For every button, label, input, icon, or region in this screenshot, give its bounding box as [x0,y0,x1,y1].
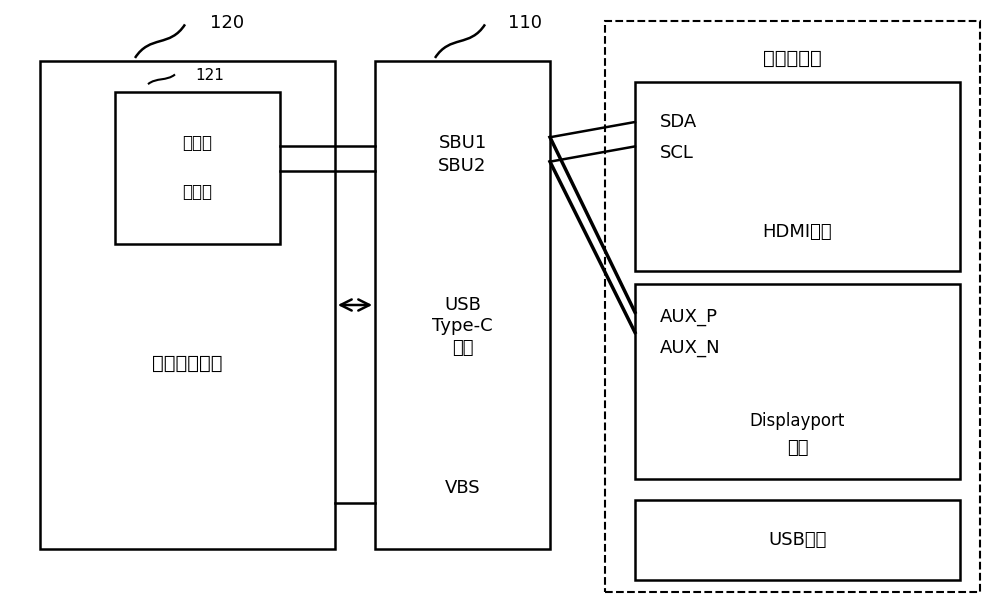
Text: 接口: 接口 [787,439,808,458]
Text: SBU2: SBU2 [438,157,487,175]
Text: 接口: 接口 [452,339,473,357]
Bar [115,92,280,244]
Bar [40,61,335,549]
Bar [605,21,980,592]
Text: USB: USB [444,296,481,314]
Text: 信号切换开关: 信号切换开关 [152,354,223,373]
Text: 121: 121 [195,68,224,83]
Bar [375,61,550,549]
Text: HDMI接口: HDMI接口 [763,223,832,241]
Text: Displayport: Displayport [750,412,845,430]
Text: 110: 110 [508,14,542,32]
Text: SDA: SDA [660,113,697,131]
Text: USB接口: USB接口 [768,531,827,549]
Text: 测装置: 测装置 [182,183,212,201]
Text: SBU1: SBU1 [438,134,487,152]
Text: 待连接设备: 待连接设备 [763,48,822,68]
Text: 电压检: 电压检 [182,134,212,152]
Text: SCL: SCL [660,143,694,162]
Text: 120: 120 [210,14,244,32]
Text: AUX_P: AUX_P [660,308,718,326]
Bar [635,500,960,580]
Text: VBS: VBS [445,479,480,497]
Bar [635,284,960,479]
Bar [635,82,960,271]
Text: AUX_N: AUX_N [660,339,721,357]
Text: Type-C: Type-C [432,317,493,336]
